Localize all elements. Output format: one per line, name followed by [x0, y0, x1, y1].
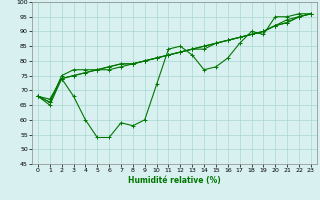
X-axis label: Humidité relative (%): Humidité relative (%)	[128, 176, 221, 185]
